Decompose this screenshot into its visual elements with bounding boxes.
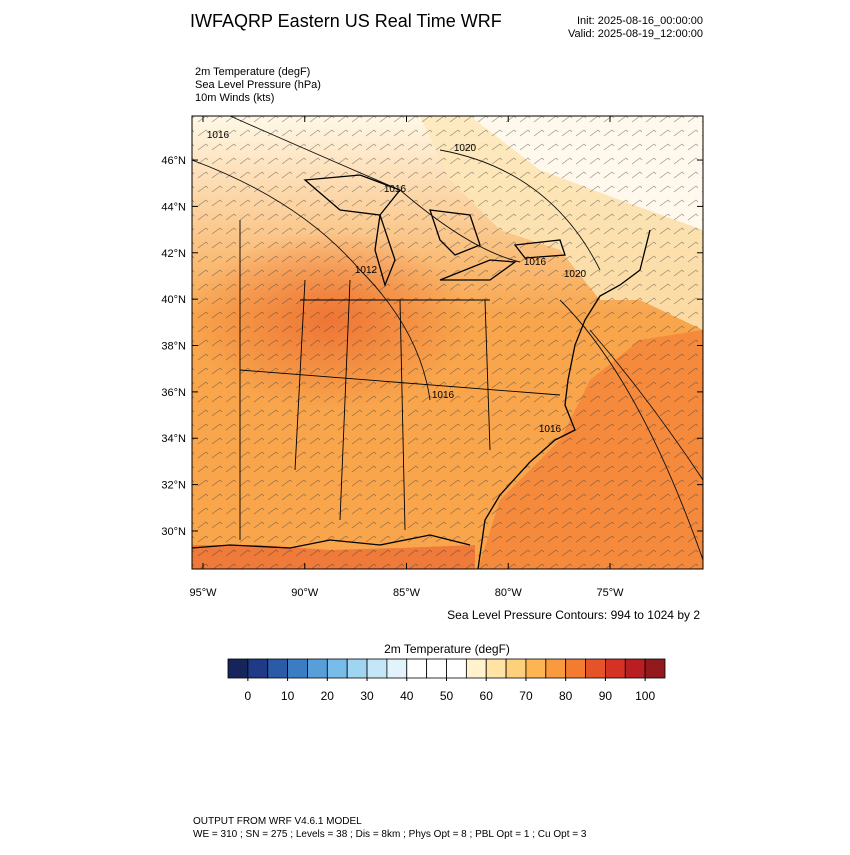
footer-line: WE = 310 ; SN = 275 ; Levels = 38 ; Dis …: [193, 829, 587, 840]
lat-label: 36°N: [161, 387, 186, 399]
lat-label: 44°N: [161, 201, 186, 213]
contour-label: 1016: [539, 424, 562, 435]
colorbar-tick-label: 20: [321, 689, 335, 703]
contour-label: 1016: [524, 257, 547, 268]
colorbar-box: [624, 658, 646, 679]
colorbar-tick-label: 30: [360, 689, 374, 703]
lat-label: 46°N: [161, 155, 186, 167]
colorbar-box: [227, 658, 249, 679]
init-time: Init: 2025-08-16_00:00:00: [577, 15, 703, 27]
colorbar-box: [267, 658, 288, 679]
colorbar-box: [326, 658, 348, 679]
colorbar-box: [386, 658, 408, 679]
footer-line: OUTPUT FROM WRF V4.6.1 MODEL: [193, 816, 362, 827]
colorbar-box: [565, 658, 586, 679]
colorbar-tick-label: 100: [635, 689, 655, 703]
pressure-contours: [192, 116, 703, 561]
colorbar-box: [505, 658, 527, 679]
colorbar-box: [366, 658, 388, 679]
colorbar-tick-label: 10: [281, 689, 295, 703]
colorbar-box: [446, 658, 467, 679]
lake-michigan: [374, 214, 396, 288]
colorbar-box: [247, 658, 269, 679]
colorbar-box: [525, 658, 547, 679]
lake-ontario: [513, 239, 566, 259]
lat-label: 30°N: [161, 526, 186, 538]
contour-label: 1016: [384, 184, 407, 195]
map-frame: [191, 115, 704, 570]
colorbar: 0 10 20 30 40 50 60 70 80 90 100: [227, 658, 666, 703]
map-ticks: 30°N 32°N 34°N 36°N 38°N 40°N 42°N 44°N 46°N 95°W…: [161, 116, 703, 599]
lake-superior: [303, 174, 402, 216]
contour-label: 1020: [564, 269, 587, 280]
field-label: 10m Winds (kts): [195, 92, 274, 104]
lat-label: 38°N: [161, 341, 186, 353]
colorbar-tick-label: 40: [400, 689, 414, 703]
contour-label: 1012: [355, 265, 378, 276]
colorbar-title: 2m Temperature (degF): [384, 642, 510, 656]
gulf-coast: [192, 534, 471, 549]
contour-labels: 1016 1020 1016 1012 1016 1020 1016 1016: [207, 130, 587, 435]
east-coast: [477, 229, 651, 569]
lat-label: 40°N: [161, 294, 186, 306]
colorbar-tick-label: 0: [245, 689, 252, 703]
colorbar-box: [605, 658, 626, 679]
colorbar-tick-label: 50: [440, 689, 454, 703]
lon-label: 85°W: [393, 587, 421, 599]
map-field: 1016 1020 1016 1012 1016 1020 1016 1016: [192, 116, 703, 569]
colorbar-box: [406, 658, 428, 679]
colorbar-tick-label: 70: [519, 689, 533, 703]
lat-label: 34°N: [161, 433, 186, 445]
lon-label: 80°W: [495, 587, 523, 599]
lon-label: 95°W: [189, 587, 217, 599]
state-lines: [239, 220, 561, 540]
contour-label: 1016: [207, 130, 230, 141]
lake-erie: [439, 259, 517, 281]
colorbar-tick-label: 80: [559, 689, 573, 703]
borders: [192, 174, 651, 569]
colorbar-box: [287, 658, 308, 679]
colorbar-box: [644, 658, 666, 679]
lat-label: 42°N: [161, 248, 186, 260]
lake-huron: [429, 209, 481, 256]
valid-time: Valid: 2025-08-19_12:00:00: [568, 28, 703, 40]
contour-label: 1020: [454, 143, 477, 154]
colorbar-box: [465, 658, 487, 679]
colorbar-box: [485, 658, 507, 679]
title: IWFAQRP Eastern US Real Time WRF: [190, 11, 502, 31]
lon-label: 90°W: [291, 587, 319, 599]
lat-label: 32°N: [161, 480, 186, 492]
field-label: Sea Level Pressure (hPa): [195, 79, 321, 91]
colorbar-box: [426, 658, 447, 679]
colorbar-box: [307, 658, 328, 679]
colorbar-box: [585, 658, 606, 679]
colorbar-box: [545, 658, 567, 679]
contour-label: 1016: [432, 390, 455, 401]
colorbar-box: [346, 658, 368, 679]
colorbar-tick-label: 90: [599, 689, 613, 703]
lon-label: 75°W: [596, 587, 624, 599]
field-label: 2m Temperature (degF): [195, 66, 310, 78]
wind-barbs: [192, 116, 703, 569]
contour-note: Sea Level Pressure Contours: 994 to 1024…: [447, 608, 700, 622]
colorbar-tick-label: 60: [480, 689, 494, 703]
